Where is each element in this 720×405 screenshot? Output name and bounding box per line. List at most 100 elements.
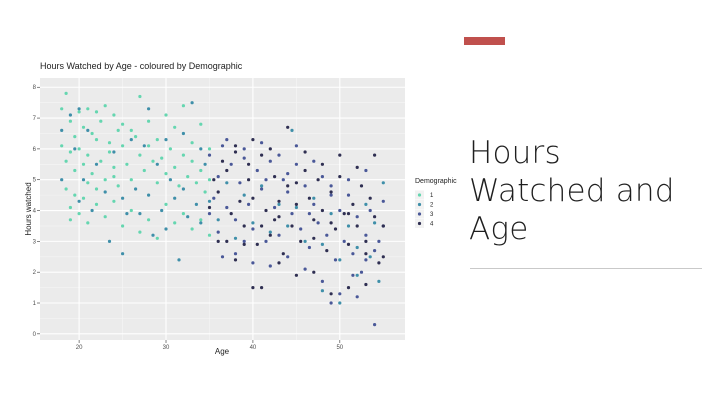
data-point-group-2 [177,258,181,262]
data-point-group-1 [68,150,72,154]
data-point-group-3 [281,178,285,182]
data-point-group-1 [155,236,159,240]
data-point-group-3 [290,212,294,216]
data-point-group-3 [307,212,311,216]
legend-swatch-3 [417,212,422,216]
data-point-group-1 [112,199,116,203]
data-point-group-3 [320,175,324,179]
data-point-group-1 [129,178,133,182]
data-point-group-1 [181,153,185,157]
data-point-group-1 [134,135,138,139]
data-point-group-3 [294,144,298,148]
data-point-group-2 [186,215,190,219]
data-point-group-2 [129,138,133,142]
data-point-group-1 [99,159,103,163]
data-point-group-1 [177,184,181,188]
data-point-group-1 [86,107,90,111]
data-point-group-2 [77,199,81,203]
data-point-group-1 [199,218,203,222]
data-point-group-4 [316,178,320,182]
data-point-group-3 [355,215,359,219]
data-point-group-1 [181,104,185,108]
data-point-group-1 [121,122,125,126]
data-point-group-1 [112,113,116,117]
data-point-group-2 [277,202,281,206]
x-tick-label: 40 [250,345,257,351]
chart-title: Hours Watched by Age - coloured by Demog… [40,61,243,71]
data-point-group-3 [216,230,220,234]
data-point-group-4 [342,212,346,216]
data-point-group-4 [325,249,329,253]
data-point-group-4 [281,252,285,256]
data-point-group-1 [164,202,168,206]
data-point-group-4 [294,202,298,206]
data-point-group-1 [60,107,64,111]
data-point-group-3 [351,252,355,256]
data-point-group-4 [286,184,290,188]
data-point-group-2 [320,289,324,293]
y-tick-label: 8 [33,85,37,91]
data-point-group-4 [277,215,281,219]
slide-title-line-2: Watched and [469,173,675,209]
y-tick-label: 7 [33,116,37,122]
data-point-group-1 [121,144,125,148]
data-point-group-4 [377,261,381,265]
data-point-group-1 [186,175,190,179]
data-point-group-2 [160,208,164,213]
data-point-group-3 [255,168,259,173]
data-point-group-3 [225,138,229,142]
data-point-group-3 [299,227,303,231]
data-point-group-4 [329,221,333,225]
legend-label-1: 1 [430,193,434,199]
data-point-group-2 [294,205,298,210]
data-point-group-1 [94,138,99,142]
data-point-group-2 [312,196,316,200]
data-point-group-1 [103,178,107,182]
data-point-group-1 [107,141,112,145]
data-point-group-2 [181,131,185,136]
data-point-group-1 [160,156,164,160]
data-point-group-1 [164,172,168,176]
data-point-group-2 [290,128,294,132]
data-point-group-3 [373,249,377,253]
data-point-group-3 [216,175,220,179]
data-point-group-3 [364,258,368,262]
grid-major [40,78,405,340]
data-point-group-3 [355,295,359,299]
data-point-group-2 [181,187,185,191]
data-point-group-1 [73,135,77,139]
data-point-group-1 [199,122,203,126]
data-point-group-4 [368,196,372,200]
data-point-group-2 [147,193,151,197]
data-point-group-4 [260,286,264,290]
data-point-group-4 [373,153,377,157]
data-point-group-3 [238,181,242,185]
data-point-group-3 [307,245,311,250]
data-point-group-2 [203,162,207,166]
data-point-group-1 [138,153,142,157]
data-point-group-3 [312,202,316,206]
data-point-group-2 [377,279,381,283]
data-point-group-4 [238,199,242,203]
data-point-group-2 [138,212,142,216]
data-point-group-1 [112,165,116,169]
y-tick-label: 4 [33,209,37,215]
data-point-group-4 [233,144,238,148]
data-point-group-4 [351,202,355,206]
data-point-group-1 [64,159,68,163]
data-point-group-2 [155,162,159,166]
data-point-group-4 [338,153,342,157]
data-point-group-1 [147,119,151,123]
data-point-group-4 [364,239,368,243]
data-point-group-4 [233,150,238,154]
data-point-group-4 [346,286,351,290]
data-point-group-1 [103,104,107,108]
data-point-group-1 [194,181,198,185]
data-point-group-3 [264,239,268,243]
data-point-group-2 [168,178,172,182]
data-point-group-4 [260,153,264,157]
data-point-group-1 [112,175,116,179]
data-point-group-4 [273,175,277,179]
legend-label-3: 3 [430,212,434,218]
data-point-group-1 [203,190,207,194]
